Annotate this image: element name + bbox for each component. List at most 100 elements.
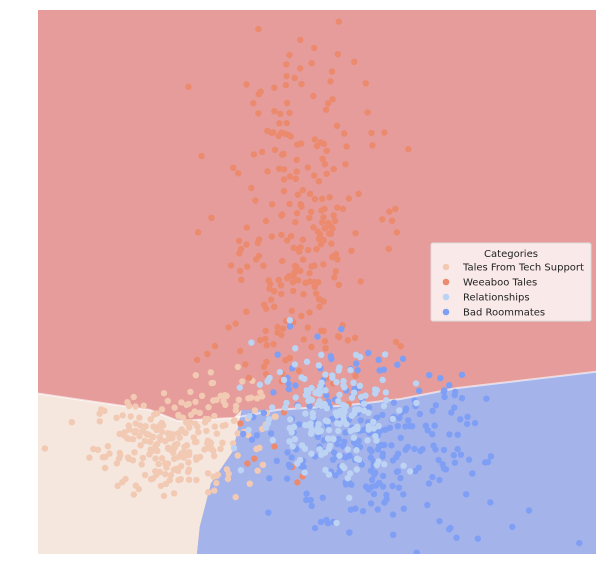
point-weeaboo-tales <box>388 217 396 224</box>
point-tales-from-tech-support <box>222 421 229 429</box>
point-relationships <box>246 413 253 420</box>
legend-label-tales-from-tech-support: Tales From Tech Support <box>462 263 584 274</box>
point-tales-from-tech-support <box>207 369 214 376</box>
point-tales-from-tech-support <box>213 479 220 487</box>
point-weeaboo-tales <box>243 263 251 270</box>
point-weeaboo-tales <box>286 109 293 117</box>
point-tales-from-tech-support <box>113 460 121 467</box>
point-bad-roommates <box>286 463 294 470</box>
point-bad-roommates <box>463 491 470 498</box>
point-bad-roommates <box>389 482 396 490</box>
point-weeaboo-tales <box>313 245 320 253</box>
legend-marker-tales-from-tech-support <box>442 263 450 271</box>
point-relationships <box>283 399 290 407</box>
point-weeaboo-tales <box>319 195 326 202</box>
point-bad-roommates <box>457 416 464 423</box>
point-relationships <box>400 462 407 469</box>
point-weeaboo-tales <box>280 176 288 183</box>
point-tales-from-tech-support <box>259 461 267 468</box>
point-relationships <box>413 399 420 407</box>
point-tales-from-tech-support <box>254 395 261 402</box>
point-bad-roommates <box>265 509 272 516</box>
point-weeaboo-tales <box>266 285 273 292</box>
point-weeaboo-tales <box>283 237 291 244</box>
point-bad-roommates <box>285 385 293 393</box>
point-weeaboo-tales <box>333 122 341 129</box>
point-tales-from-tech-support <box>175 476 182 484</box>
point-bad-roommates <box>453 534 460 541</box>
point-weeaboo-tales <box>280 166 288 173</box>
point-bad-roommates <box>365 486 372 493</box>
point-bad-roommates <box>397 434 404 442</box>
point-weeaboo-tales <box>314 228 322 235</box>
point-weeaboo-tales <box>331 217 339 225</box>
point-bad-roommates <box>306 403 313 410</box>
point-tales-from-tech-support <box>147 416 154 423</box>
point-relationships <box>266 374 273 382</box>
point-weeaboo-tales <box>277 110 284 118</box>
point-tales-from-tech-support <box>203 427 210 435</box>
point-bad-roommates <box>509 523 516 530</box>
point-bad-roommates <box>429 407 436 415</box>
point-weeaboo-tales <box>328 68 336 75</box>
point-bad-roommates <box>323 392 330 399</box>
point-relationships <box>314 387 322 394</box>
point-bad-roommates <box>442 466 450 473</box>
point-weeaboo-tales <box>295 277 302 284</box>
point-weeaboo-tales <box>294 479 301 486</box>
point-weeaboo-tales <box>330 165 337 173</box>
point-bad-roommates <box>405 417 412 424</box>
point-bad-roommates <box>413 549 420 554</box>
point-tales-from-tech-support <box>178 399 185 406</box>
point-weeaboo-tales <box>280 409 288 416</box>
point-weeaboo-tales <box>315 178 323 185</box>
point-bad-roommates <box>314 433 322 440</box>
point-tales-from-tech-support <box>114 482 121 489</box>
point-tales-from-tech-support <box>234 452 241 459</box>
point-weeaboo-tales <box>250 100 257 107</box>
point-relationships <box>335 397 342 405</box>
point-relationships <box>353 466 360 473</box>
point-weeaboo-tales <box>237 245 245 253</box>
point-bad-roommates <box>411 445 418 453</box>
point-tales-from-tech-support <box>140 402 147 409</box>
point-weeaboo-tales <box>306 190 314 197</box>
point-weeaboo-tales <box>289 279 297 286</box>
point-relationships <box>301 469 308 476</box>
point-tales-from-tech-support <box>115 455 123 462</box>
point-weeaboo-tales <box>293 168 300 175</box>
point-tales-from-tech-support <box>172 465 180 473</box>
point-weeaboo-tales <box>331 274 338 281</box>
point-relationships <box>347 470 354 477</box>
point-bad-roommates <box>274 351 281 358</box>
point-relationships <box>344 475 351 482</box>
point-relationships <box>318 379 325 386</box>
point-weeaboo-tales <box>255 91 262 98</box>
point-weeaboo-tales <box>311 283 318 291</box>
point-tales-from-tech-support <box>96 418 104 425</box>
point-bad-roommates <box>389 457 397 464</box>
point-weeaboo-tales <box>251 455 258 462</box>
point-relationships <box>406 468 414 475</box>
point-tales-from-tech-support <box>156 434 163 441</box>
point-weeaboo-tales <box>392 338 400 346</box>
point-weeaboo-tales <box>306 214 313 222</box>
point-weeaboo-tales <box>336 333 343 341</box>
point-weeaboo-tales <box>238 276 245 283</box>
point-relationships <box>314 425 322 432</box>
point-weeaboo-tales <box>332 268 339 275</box>
point-weeaboo-tales <box>334 204 341 211</box>
point-weeaboo-tales <box>255 25 262 33</box>
point-weeaboo-tales <box>310 92 317 100</box>
point-tales-from-tech-support <box>184 468 192 476</box>
point-bad-roommates <box>346 529 353 536</box>
point-bad-roommates <box>441 393 448 401</box>
point-relationships <box>301 445 309 452</box>
point-weeaboo-tales <box>254 239 261 247</box>
point-bad-roommates <box>370 490 378 498</box>
point-tales-from-tech-support <box>205 404 212 411</box>
point-weeaboo-tales <box>279 211 286 218</box>
point-bad-roommates <box>253 432 261 439</box>
point-weeaboo-tales <box>271 303 278 310</box>
point-bad-roommates <box>367 454 374 461</box>
